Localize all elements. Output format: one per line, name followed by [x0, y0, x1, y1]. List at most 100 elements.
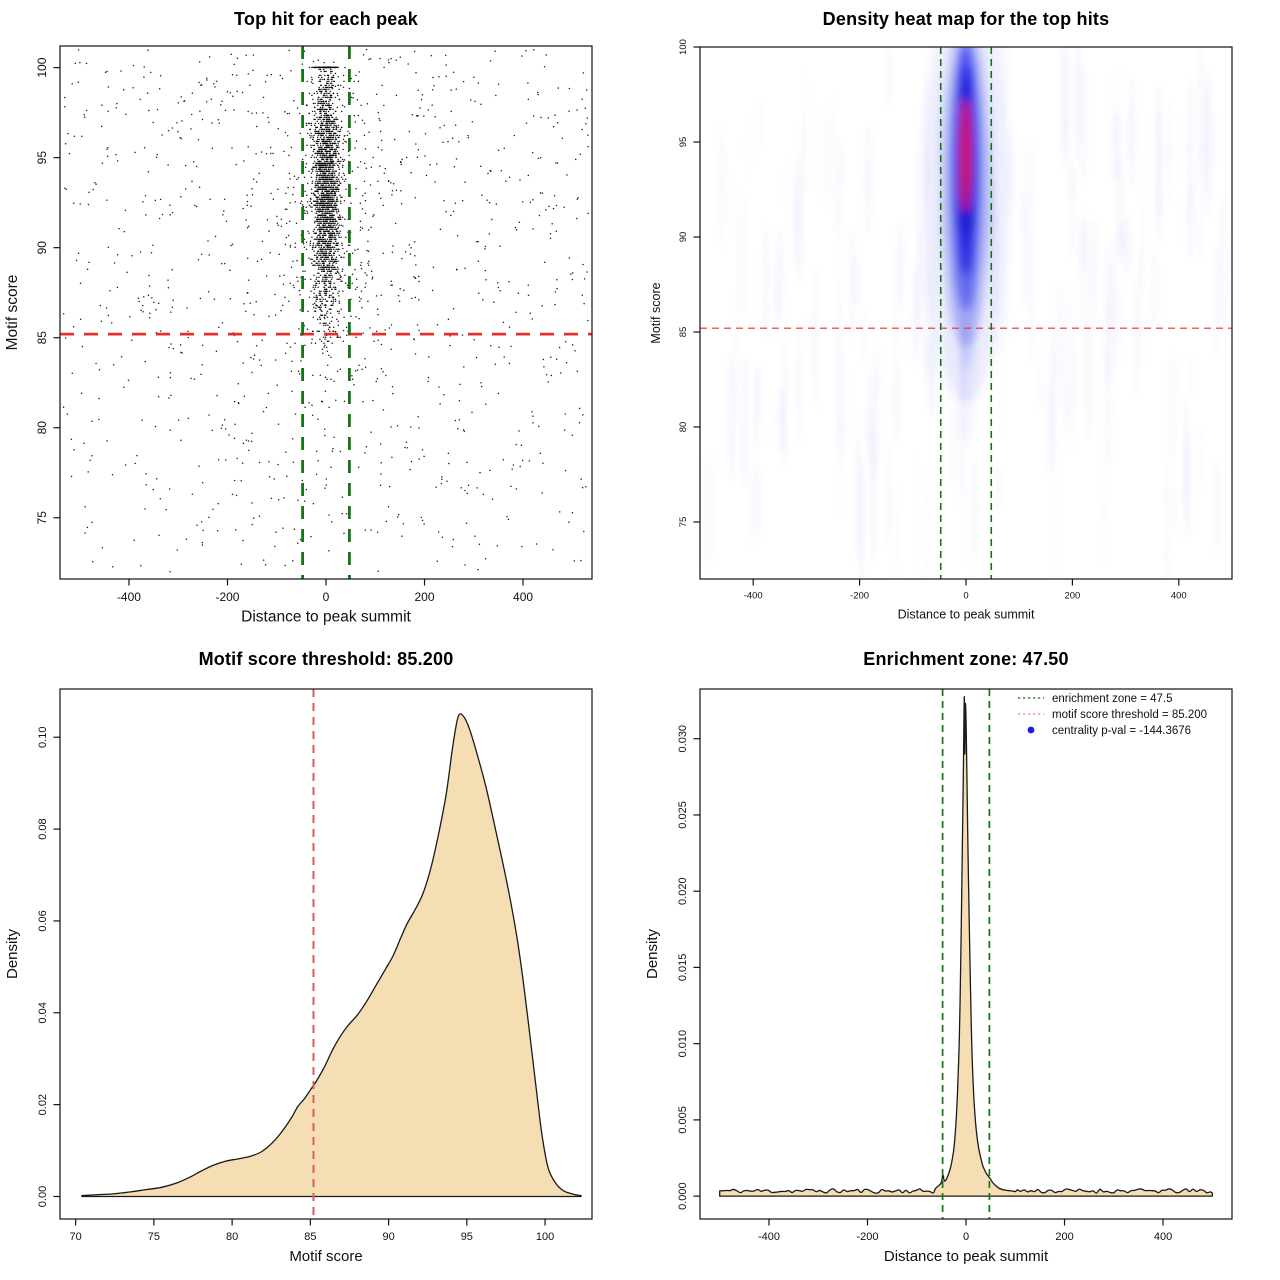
scatter-point	[306, 182, 309, 185]
scatter-point	[320, 266, 322, 269]
y-tick-label: 75	[678, 517, 689, 528]
noise-streak	[836, 138, 845, 190]
scatter-point	[342, 148, 344, 151]
scatter-point	[337, 292, 339, 295]
scatter-point	[539, 452, 542, 455]
scatter-point	[92, 188, 94, 191]
scatter-point	[331, 136, 333, 139]
scatter-point	[336, 186, 339, 189]
scatter-point	[313, 193, 315, 195]
scatter-point	[554, 303, 556, 306]
scatter-point	[574, 350, 576, 352]
scatter-point	[338, 295, 340, 297]
scatter-point	[328, 266, 331, 269]
scatter-point	[142, 200, 144, 203]
scatter-point	[124, 209, 127, 212]
scatter-point	[62, 406, 65, 408]
scatter-point	[380, 461, 382, 464]
scatter-point	[450, 89, 452, 91]
scatter-point	[251, 371, 253, 374]
scatter-point	[209, 198, 211, 201]
scatter-point	[324, 224, 326, 227]
scatter-point	[333, 128, 335, 131]
scatter-point	[317, 180, 319, 183]
scatter-point	[331, 450, 334, 452]
scatter-point	[344, 282, 347, 285]
scatter-point	[325, 222, 328, 225]
scatter-point	[268, 475, 271, 478]
scatter-point	[326, 120, 328, 123]
scatter-point	[328, 204, 331, 207]
scatter-point	[344, 66, 346, 69]
scatter-point	[231, 74, 234, 76]
scatter-point	[319, 254, 321, 257]
scatter-point	[417, 148, 420, 151]
scatter-point	[327, 76, 330, 79]
scatter-point	[366, 249, 368, 252]
blob-ellipse	[955, 218, 977, 370]
scatter-point	[460, 486, 463, 489]
scatter-point	[327, 162, 329, 165]
scatter-point	[325, 214, 327, 217]
scatter-point	[388, 485, 391, 488]
scatter-point	[260, 151, 263, 153]
scatter-point	[316, 318, 319, 321]
scatter-point	[320, 218, 322, 221]
scatter-point	[367, 264, 370, 267]
scatter-point	[333, 120, 336, 123]
scatter-point	[272, 152, 274, 155]
scatter-point	[507, 518, 510, 520]
scatter-point	[320, 146, 322, 149]
scatter-point	[314, 102, 316, 105]
scatter-point	[382, 204, 385, 207]
scatter-point	[440, 482, 443, 485]
scatter-point	[364, 212, 367, 215]
scatter-point	[319, 68, 322, 71]
scatter-point	[327, 120, 329, 123]
scatter-point	[315, 196, 317, 199]
scatter-point	[247, 279, 250, 281]
scatter-point	[485, 278, 487, 281]
scatter-point	[321, 216, 324, 219]
scatter-point	[400, 202, 403, 205]
scatter-point	[335, 125, 337, 128]
scatter-point	[462, 429, 465, 431]
scatter-point	[319, 300, 322, 303]
scatter-point	[331, 274, 333, 277]
scatter-point	[566, 174, 568, 176]
scatter-point	[284, 296, 286, 299]
scatter-point	[512, 464, 515, 466]
scatter-point	[325, 92, 327, 95]
scatter-point	[276, 215, 278, 218]
y-tick-label: 0.000	[677, 1182, 689, 1210]
scatter-point	[467, 484, 470, 487]
scatter-point	[329, 284, 332, 287]
scatter-point	[335, 146, 338, 149]
scatter-point	[497, 149, 500, 152]
scatter-point	[110, 322, 113, 324]
scatter-point	[358, 364, 360, 366]
scatter-point	[157, 302, 160, 305]
scatter-point	[280, 218, 283, 221]
scatter-point	[328, 100, 330, 103]
scatter-point	[148, 285, 151, 287]
scatter-point	[382, 252, 385, 255]
scatter-point	[332, 226, 334, 229]
scatter-point	[489, 60, 492, 62]
scatter-point	[233, 479, 236, 482]
scatter-point	[317, 242, 319, 245]
noise-streak	[1029, 231, 1034, 363]
scatter-point	[328, 146, 330, 149]
scatter-point	[390, 426, 392, 428]
scatter-point	[318, 164, 321, 167]
scatter-point	[336, 198, 339, 201]
scatter-point	[377, 180, 379, 183]
scatter-point	[319, 116, 321, 119]
scatter-point	[314, 182, 317, 185]
scatter-point	[326, 124, 328, 127]
noise-streak	[1183, 394, 1189, 519]
scatter-point	[313, 114, 316, 117]
scatter-point	[413, 338, 416, 341]
scatter-point	[298, 289, 301, 292]
scatter-point	[335, 178, 338, 181]
